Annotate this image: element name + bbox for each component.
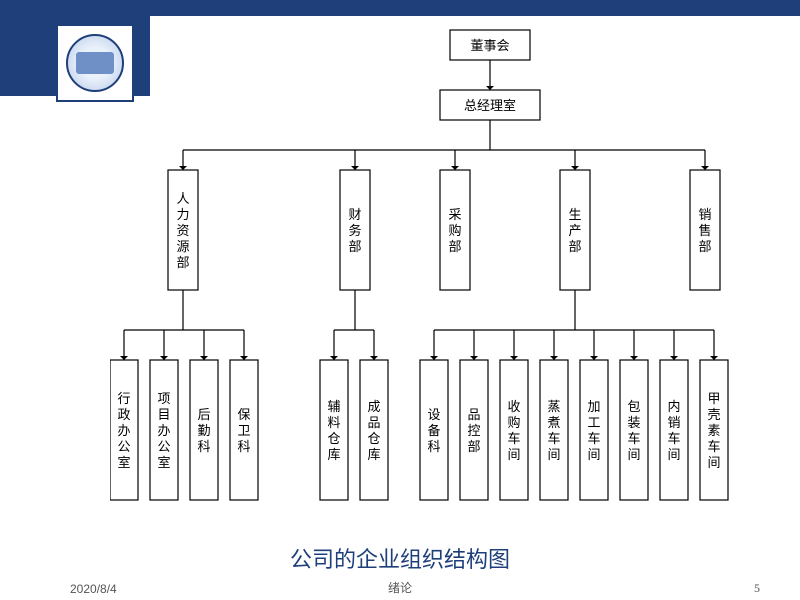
- svg-text:车: 车: [587, 431, 600, 446]
- svg-text:装: 装: [627, 415, 640, 430]
- svg-text:力: 力: [176, 207, 189, 222]
- svg-text:勤: 勤: [197, 423, 210, 438]
- svg-text:素: 素: [707, 423, 720, 438]
- svg-text:加: 加: [587, 399, 600, 414]
- svg-text:车: 车: [627, 431, 640, 446]
- svg-text:壳: 壳: [707, 407, 720, 422]
- svg-text:项: 项: [157, 391, 170, 406]
- org-chart: 董事会总经理室人力资源部财务部采购部生产部销售部行政办公室项目办公室后勤科保卫科…: [110, 20, 770, 530]
- svg-text:产: 产: [568, 223, 581, 238]
- svg-text:间: 间: [507, 447, 520, 462]
- svg-text:工: 工: [587, 415, 600, 430]
- svg-text:设: 设: [427, 407, 440, 422]
- svg-text:仓: 仓: [367, 431, 380, 446]
- svg-text:总经理室: 总经理室: [464, 98, 516, 113]
- caption: 公司的企业组织结构图: [0, 542, 800, 574]
- svg-text:公: 公: [157, 439, 170, 454]
- svg-text:购: 购: [448, 223, 461, 238]
- svg-text:购: 购: [507, 415, 520, 430]
- svg-text:人: 人: [176, 191, 189, 206]
- svg-text:成: 成: [367, 399, 380, 414]
- svg-text:生: 生: [568, 207, 581, 222]
- svg-text:科: 科: [197, 439, 210, 454]
- svg-text:办: 办: [117, 423, 130, 438]
- logo-inner: [76, 52, 114, 74]
- svg-text:间: 间: [587, 447, 600, 462]
- svg-text:源: 源: [176, 239, 189, 254]
- svg-text:采: 采: [448, 207, 461, 222]
- svg-text:库: 库: [367, 447, 380, 462]
- slide: 董事会总经理室人力资源部财务部采购部生产部销售部行政办公室项目办公室后勤科保卫科…: [0, 0, 800, 600]
- footer-page: 5: [754, 581, 760, 596]
- svg-text:车: 车: [667, 431, 680, 446]
- svg-text:收: 收: [507, 399, 520, 414]
- svg-text:部: 部: [698, 239, 711, 254]
- svg-text:车: 车: [707, 439, 720, 454]
- svg-text:料: 料: [327, 415, 340, 430]
- svg-text:资: 资: [176, 223, 189, 238]
- svg-text:办: 办: [157, 423, 170, 438]
- svg-text:室: 室: [117, 455, 130, 470]
- svg-text:公: 公: [117, 439, 130, 454]
- svg-text:间: 间: [547, 447, 560, 462]
- svg-text:政: 政: [117, 407, 130, 422]
- svg-text:蒸: 蒸: [547, 399, 560, 414]
- svg-text:销: 销: [667, 415, 680, 430]
- svg-text:行: 行: [117, 391, 130, 406]
- svg-text:部: 部: [176, 255, 189, 270]
- svg-text:科: 科: [237, 439, 250, 454]
- svg-text:部: 部: [348, 239, 361, 254]
- svg-text:内: 内: [667, 399, 680, 414]
- svg-text:卫: 卫: [237, 423, 250, 438]
- svg-text:甲: 甲: [707, 391, 720, 406]
- svg-text:库: 库: [327, 447, 340, 462]
- svg-text:仓: 仓: [327, 431, 340, 446]
- svg-text:目: 目: [157, 407, 170, 422]
- svg-text:品: 品: [367, 415, 380, 430]
- svg-text:间: 间: [667, 447, 680, 462]
- svg-text:董事会: 董事会: [470, 38, 509, 53]
- footer-center: 绪论: [0, 579, 800, 596]
- svg-text:车: 车: [547, 431, 560, 446]
- svg-text:部: 部: [467, 439, 480, 454]
- svg-text:辅: 辅: [327, 399, 340, 414]
- svg-text:财: 财: [348, 207, 361, 222]
- top-bar: [0, 0, 800, 16]
- svg-text:备: 备: [427, 423, 440, 438]
- svg-text:部: 部: [568, 239, 581, 254]
- svg-text:煮: 煮: [547, 415, 560, 430]
- svg-text:部: 部: [448, 239, 461, 254]
- svg-text:务: 务: [348, 223, 361, 238]
- svg-text:售: 售: [698, 223, 711, 238]
- svg-text:间: 间: [627, 447, 640, 462]
- svg-text:保: 保: [237, 407, 250, 422]
- svg-text:室: 室: [157, 455, 170, 470]
- svg-text:科: 科: [427, 439, 440, 454]
- svg-text:品: 品: [467, 407, 480, 422]
- svg-text:车: 车: [507, 431, 520, 446]
- svg-text:销: 销: [698, 207, 711, 222]
- svg-text:间: 间: [707, 455, 720, 470]
- svg-text:后: 后: [197, 407, 210, 422]
- svg-text:包: 包: [627, 399, 640, 414]
- svg-text:控: 控: [467, 423, 480, 438]
